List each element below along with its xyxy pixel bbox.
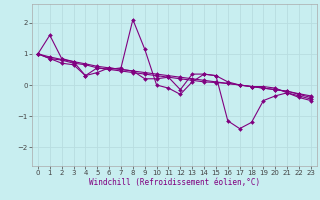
X-axis label: Windchill (Refroidissement éolien,°C): Windchill (Refroidissement éolien,°C)	[89, 178, 260, 187]
